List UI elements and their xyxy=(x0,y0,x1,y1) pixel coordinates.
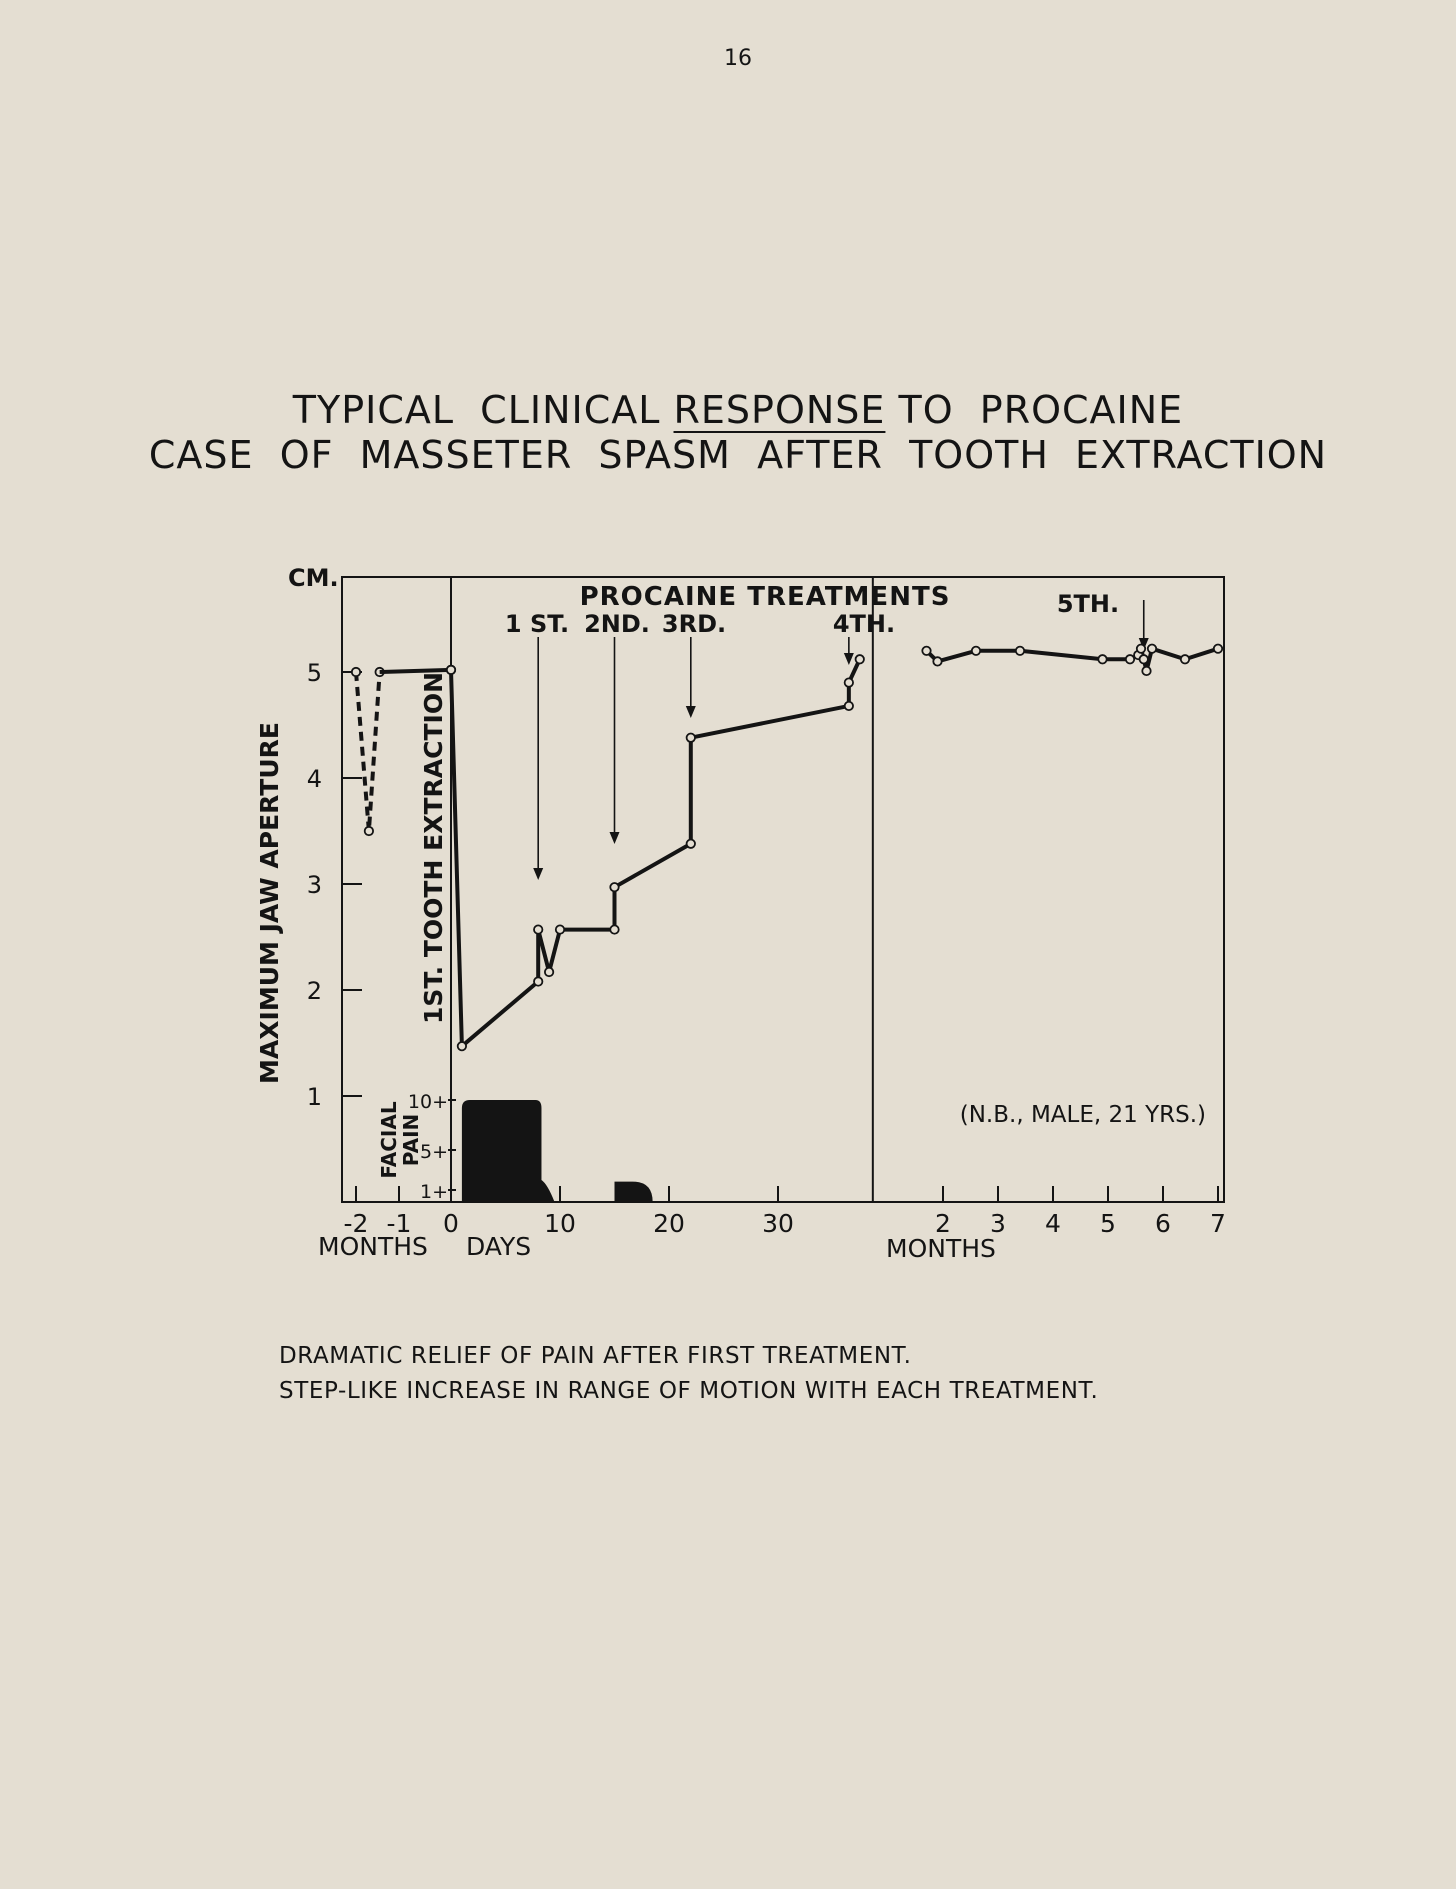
x-tick-label-after-2: 2 xyxy=(935,1209,951,1238)
data-point-days-1 xyxy=(456,1041,467,1052)
chart-title-line-2: CASE OF MASSETER SPASM AFTER TOOTH EXTRA… xyxy=(148,433,1328,477)
patient-note: (N.B., MALE, 21 YRS.) xyxy=(960,1102,1206,1128)
data-point-days-6 xyxy=(609,924,620,935)
caption-line-1: DRAMATIC RELIEF OF PAIN AFTER FIRST TREA… xyxy=(279,1343,912,1369)
data-point-days-7 xyxy=(609,882,620,893)
y-tick-label-3: 3 xyxy=(307,871,322,899)
data-point-days-2 xyxy=(533,976,544,987)
facial-pain-label-1: FACIAL xyxy=(377,1101,401,1178)
pain-scale-label-10: 10+ xyxy=(408,1091,448,1113)
x-tick-label-day-30: 30 xyxy=(762,1209,794,1238)
pain-scale-label-5: 5+ xyxy=(420,1141,448,1163)
y-tick-label-5: 5 xyxy=(307,659,322,687)
data-point-after-5 xyxy=(1124,654,1136,665)
data-point-after-9 xyxy=(1141,665,1152,677)
data-point-after-0 xyxy=(921,645,932,656)
y-tick-label-2: 2 xyxy=(307,977,322,1005)
treatment-label-5: 5TH. xyxy=(1057,590,1119,618)
treatment-label-4: 4TH. xyxy=(833,610,895,638)
caption-line-2: STEP-LIKE INCREASE IN RANGE OF MOTION WI… xyxy=(279,1378,1099,1404)
facial-pain-label-2: PAIN xyxy=(399,1114,423,1166)
pain-area-1 xyxy=(461,1100,555,1202)
x-unit-before: MONTHS xyxy=(318,1232,428,1261)
data-point-days-11 xyxy=(843,677,854,688)
series-line-before-to-extraction xyxy=(379,667,452,674)
data-point-days-12 xyxy=(854,654,865,665)
x-tick-label-after-4: 4 xyxy=(1045,1209,1061,1238)
x-unit-days: DAYS xyxy=(466,1232,531,1261)
x-tick-label-before--2: -2 xyxy=(344,1209,369,1238)
data-point-after-7 xyxy=(1135,643,1147,654)
x-tick-label-after-6: 6 xyxy=(1155,1209,1171,1238)
treatment-arrowhead-4 xyxy=(843,653,854,665)
title-text-1b: TO PROCAINE xyxy=(885,388,1184,432)
data-point-days-8 xyxy=(685,838,696,849)
data-point-after-11 xyxy=(1179,654,1191,665)
series-layer xyxy=(350,643,1224,1052)
data-point-days-5 xyxy=(554,924,566,935)
y-axis-label: MAXIMUM JAW APERTURE xyxy=(255,722,284,1084)
y-tick-label-4: 4 xyxy=(307,765,322,793)
treatment-label-1: 1 ST. xyxy=(505,610,569,638)
chart-frame xyxy=(341,576,1225,1203)
treatment-arrowhead-1 xyxy=(533,868,544,880)
x-tick-label-before--1: -1 xyxy=(387,1209,412,1238)
data-point-days-4 xyxy=(543,966,555,978)
data-point-days-0 xyxy=(445,664,457,675)
pain-areas xyxy=(461,1100,653,1202)
y-unit-label: CM. xyxy=(288,564,339,592)
plot-border xyxy=(341,576,1225,1203)
data-point-after-10 xyxy=(1146,643,1158,654)
pain-area-2 xyxy=(614,1181,653,1202)
data-point-after-1 xyxy=(932,656,943,667)
data-point-after-8 xyxy=(1138,654,1149,665)
treatment-label-3: 3RD. xyxy=(662,610,726,638)
extraction-label: 1ST. TOOTH EXTRACTION xyxy=(419,672,448,1024)
x-tick-label-day-10: 10 xyxy=(544,1209,576,1238)
treatment-arrowhead-2 xyxy=(609,832,620,844)
x-unit-after: MONTHS xyxy=(886,1234,996,1263)
data-point-before-0 xyxy=(350,666,362,678)
data-point-after-12 xyxy=(1212,643,1224,654)
title-text-1a: TYPICAL CLINICAL xyxy=(292,388,674,432)
title-text-underlined: RESPONSE xyxy=(673,388,886,432)
x-tick-label-after-5: 5 xyxy=(1100,1209,1116,1238)
x-tick-label-after-7: 7 xyxy=(1210,1209,1226,1238)
data-point-days-10 xyxy=(843,700,854,712)
series-line-before xyxy=(354,671,382,833)
chart-text-layer: 1 2 3 4 5 CM. MAXIMUM JAW APERTURE -2 -1 0 10 20 30 2… xyxy=(255,564,1226,1263)
data-point-after-4 xyxy=(1097,654,1108,665)
series-line-days xyxy=(449,658,862,1049)
pain-scale-label-1: 1+ xyxy=(420,1181,448,1203)
data-point-days-3 xyxy=(533,924,544,935)
page-number: 16 xyxy=(724,46,752,71)
y-tick-label-1: 1 xyxy=(307,1083,322,1111)
chart-title-line-1: TYPICAL CLINICAL RESPONSE TO PROCAINE xyxy=(0,388,1456,432)
data-point-days-9 xyxy=(685,732,696,743)
treatment-arrowhead-3 xyxy=(685,706,696,718)
data-point-after-3 xyxy=(1014,645,1026,656)
treatment-arrowhead-5 xyxy=(1138,638,1149,650)
data-point-after-2 xyxy=(970,645,982,656)
procaine-treatments-label: PROCAINE TREATMENTS xyxy=(580,582,951,612)
treatment-label-2: 2ND. xyxy=(584,610,650,638)
x-tick-label-day-0: 0 xyxy=(443,1209,459,1238)
data-point-before-1 xyxy=(363,825,374,837)
x-tick-label-day-20: 20 xyxy=(653,1209,685,1238)
series-line-after xyxy=(925,646,1219,673)
x-tick-label-after-3: 3 xyxy=(990,1209,1006,1238)
